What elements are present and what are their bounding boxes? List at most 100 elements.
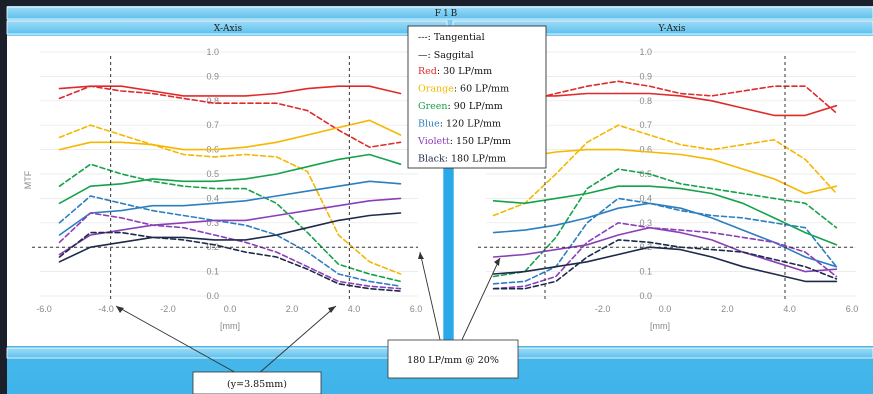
x-axis-label: [mm]: [220, 321, 240, 331]
y-tick-label: 0.8: [639, 96, 652, 106]
title-band: [6, 6, 873, 20]
y-tick-label: 0.2: [639, 242, 652, 252]
series-line-5-dashed: [58, 163, 402, 283]
y-tick-label: 1.0: [206, 47, 219, 57]
legend-entry-black: Black: 180 LP/mm: [418, 154, 506, 165]
series-line-4-solid: [492, 185, 838, 246]
y-axis-chart: 0.00.10.20.30.40.50.60.70.80.91.0-2.0 0.0…: [478, 47, 858, 331]
arrow-head-1: [116, 306, 124, 313]
series-line-2-solid: [492, 148, 838, 195]
legend-entry-violett: Violett: 150 LP/mm: [417, 136, 511, 147]
arrow-to-right-vline: [257, 305, 337, 375]
legend-entry-red: Red: 30 LP/mm: [418, 66, 492, 77]
series-line-11-dashed: [492, 239, 838, 290]
y-axis-panel-title: Y-Axis: [657, 24, 685, 34]
y-value-box: [192, 371, 322, 394]
series-line-5-dashed: [492, 168, 838, 278]
series-line-3-dashed: [58, 124, 402, 275]
legend-saggital: —: Saggital: [418, 50, 474, 61]
x-tick-label: 6.0: [410, 304, 423, 314]
arrow-to-right-threshold: [459, 257, 501, 345]
arrow-to-left-vline: [115, 305, 239, 375]
series-line-8-solid: [492, 226, 838, 273]
y-tick-label: 0.1: [639, 267, 652, 277]
legend-color-name: Red: [418, 66, 437, 77]
legend-color-name: Blue: [418, 119, 440, 130]
series-line-9-dashed: [492, 222, 838, 290]
y-tick-label: 0.9: [206, 71, 219, 81]
series-line-11-dashed: [58, 231, 402, 292]
arrow-head-2: [328, 306, 336, 313]
y-tick-label: 0.4: [639, 193, 652, 203]
legend-color-name: Orange: [418, 84, 454, 95]
y-axis-label: MTF: [23, 170, 33, 189]
y-tick-label: 0.7: [206, 120, 219, 130]
series-line-1-dashed: [492, 80, 838, 114]
legend-entry-green: Green: 90 LP/mm: [418, 101, 503, 112]
series-line-2-solid: [58, 119, 402, 151]
x-tick-label: -6.0: [36, 304, 52, 314]
x-axis-chart: 0.00.10.20.30.40.50.60.70.80.91.0-6.0 -4.…: [23, 47, 422, 331]
y-tick-label: 0.3: [639, 218, 652, 228]
y-tick-label: 0.8: [206, 96, 219, 106]
legend-entries: Red: 30 LP/mm Orange: 60 LP/mm Green: 90 L…: [417, 66, 511, 165]
x-tick-label: 2.0: [721, 304, 734, 314]
legend-box: [407, 25, 547, 169]
series-line-4-solid: [58, 153, 402, 205]
threshold-box: [387, 339, 519, 379]
x-tick-label: 0.0: [659, 304, 672, 314]
series-line-8-solid: [58, 197, 402, 256]
y-tick-label: 0.1: [206, 267, 219, 277]
figure-title: F1B: [435, 9, 460, 19]
series-line-6-solid: [492, 202, 838, 268]
series-line-9-dashed: [58, 212, 402, 290]
y-tick-label: 0.9: [639, 71, 652, 81]
x-axis-panel-title: X-Axis: [214, 24, 243, 34]
legend-value: : 30 LP/mm: [437, 66, 492, 77]
x-tick-label: 2.0: [286, 304, 299, 314]
x-tick-label: -4.0: [98, 304, 114, 314]
arrow-head-3: [418, 252, 424, 259]
legend-value: : 90 LP/mm: [448, 101, 503, 112]
series-line-7-dashed: [58, 195, 402, 287]
arrow-to-left-threshold: [419, 251, 442, 345]
legend-value: : 120 LP/mm: [440, 119, 501, 130]
series-line-1-dashed: [58, 85, 402, 148]
y-tick-label: 0.4: [206, 193, 219, 203]
legend-color-name: Violett: [417, 136, 450, 147]
legend-entry-blue: Blue: 120 LP/mm: [418, 119, 501, 130]
y-tick-label: 1.0: [639, 47, 652, 57]
y-tick-label: 0.7: [639, 120, 652, 130]
x-tick-label: 4.0: [783, 304, 796, 314]
x-tick-label: -2.0: [160, 304, 176, 314]
legend-tangential: ---: Tangential: [418, 32, 485, 43]
x-tick-label: -2.0: [595, 304, 611, 314]
x-axis-panel: [7, 36, 447, 346]
x-axis-label: [mm]: [650, 321, 670, 331]
y-value-label: (y=3.85mm): [227, 379, 287, 390]
legend-color-name: Green: [418, 101, 448, 112]
series-line-10-solid: [492, 246, 838, 283]
series-line-6-solid: [58, 180, 402, 236]
threshold-label: 180 LP/mm @ 20%: [407, 355, 499, 366]
series-line-10-solid: [58, 212, 402, 263]
arrow-heads: [116, 252, 500, 313]
series-line-7-dashed: [492, 197, 838, 285]
arrow-head-4: [494, 258, 500, 266]
x-tick-label: 4.0: [348, 304, 361, 314]
y-tick-label: 0.0: [639, 291, 652, 301]
series-line-3-dashed: [492, 124, 838, 217]
legend-value: : 150 LP/mm: [450, 136, 511, 147]
legend-value: : 60 LP/mm: [454, 84, 509, 95]
legend-entry-orange: Orange: 60 LP/mm: [418, 84, 509, 95]
y-tick-label: 0.5: [206, 169, 219, 179]
series-line-0-solid: [492, 92, 838, 117]
x-tick-label: 6.0: [846, 304, 859, 314]
y-tick-label: 0.0: [206, 291, 219, 301]
y-tick-label: 0.6: [639, 145, 652, 155]
y-tick-label: 0.3: [206, 218, 219, 228]
legend-value: : 180 LP/mm: [445, 154, 506, 165]
annotation-arrows: [115, 251, 501, 375]
legend-color-name: Black: [418, 154, 445, 165]
